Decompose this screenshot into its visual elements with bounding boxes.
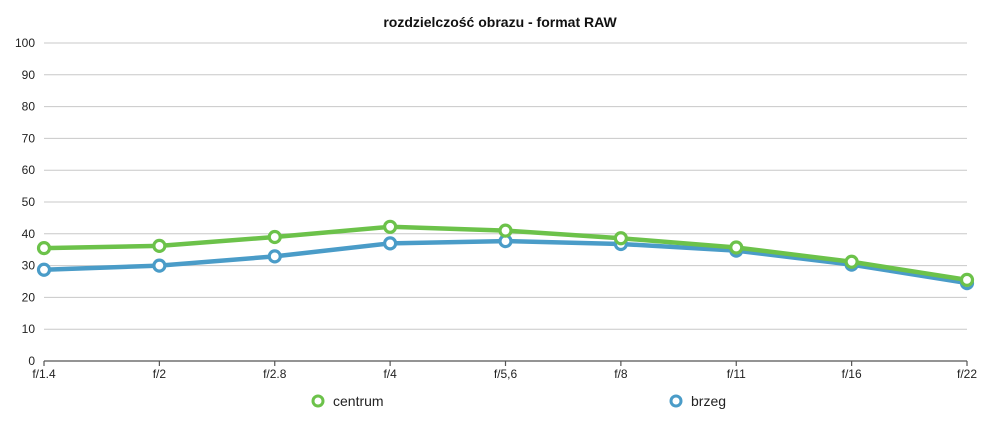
data-point (498, 223, 513, 238)
data-point (36, 262, 52, 277)
data-point (613, 231, 628, 246)
data-point (152, 238, 167, 253)
x-tick-label: f/8 (614, 367, 628, 381)
data-point (36, 241, 52, 256)
legend: centrum brzeg (311, 393, 726, 409)
data-point (383, 219, 398, 234)
y-tick-label: 30 (22, 259, 36, 273)
data-point (152, 258, 167, 273)
legend-label: centrum (333, 393, 384, 409)
x-tick-label: f/2 (153, 367, 167, 381)
legend-marker (669, 394, 683, 408)
x-tick-label: f/22 (957, 367, 977, 381)
x-tick-label: f/4 (383, 367, 397, 381)
series-layer (36, 219, 975, 291)
x-tick-label: f/16 (842, 367, 862, 381)
y-tick-label: 40 (22, 227, 36, 241)
y-tick-label: 20 (22, 290, 36, 304)
data-point (267, 249, 282, 264)
legend-item-brzeg: brzeg (669, 393, 726, 409)
legend-label: brzeg (691, 393, 726, 409)
data-point (267, 229, 282, 245)
y-tick-label: 90 (22, 68, 36, 82)
data-point (844, 254, 859, 269)
y-tick-label: 50 (22, 195, 36, 209)
y-axis-ticks: 0 10 20 30 40 50 60 70 80 90 100 (15, 36, 35, 368)
legend-item-centrum: centrum (311, 393, 384, 409)
grid-lines (44, 42, 967, 330)
data-point (383, 236, 398, 251)
y-tick-label: 10 (22, 322, 36, 336)
x-tick-label: f/5,6 (494, 367, 518, 381)
y-tick-label: 70 (22, 131, 36, 145)
x-tick-label: f/2.8 (263, 367, 287, 381)
x-axis-ticks: f/1.4 f/2 f/2.8 f/4 f/5,6 f/8 f/11 f/16 f/22 (32, 361, 977, 381)
y-tick-label: 0 (28, 354, 35, 368)
data-point (729, 240, 744, 255)
series-centrum (36, 219, 975, 288)
x-tick-label: f/11 (727, 367, 746, 381)
data-point (959, 272, 975, 288)
legend-marker (311, 394, 325, 408)
y-tick-label: 60 (22, 163, 36, 177)
y-tick-label: 80 (22, 100, 36, 114)
y-tick-label: 100 (15, 36, 35, 50)
x-tick-label: f/1.4 (32, 367, 56, 381)
chart-title: rozdzielczość obrazu - format RAW (383, 14, 617, 30)
